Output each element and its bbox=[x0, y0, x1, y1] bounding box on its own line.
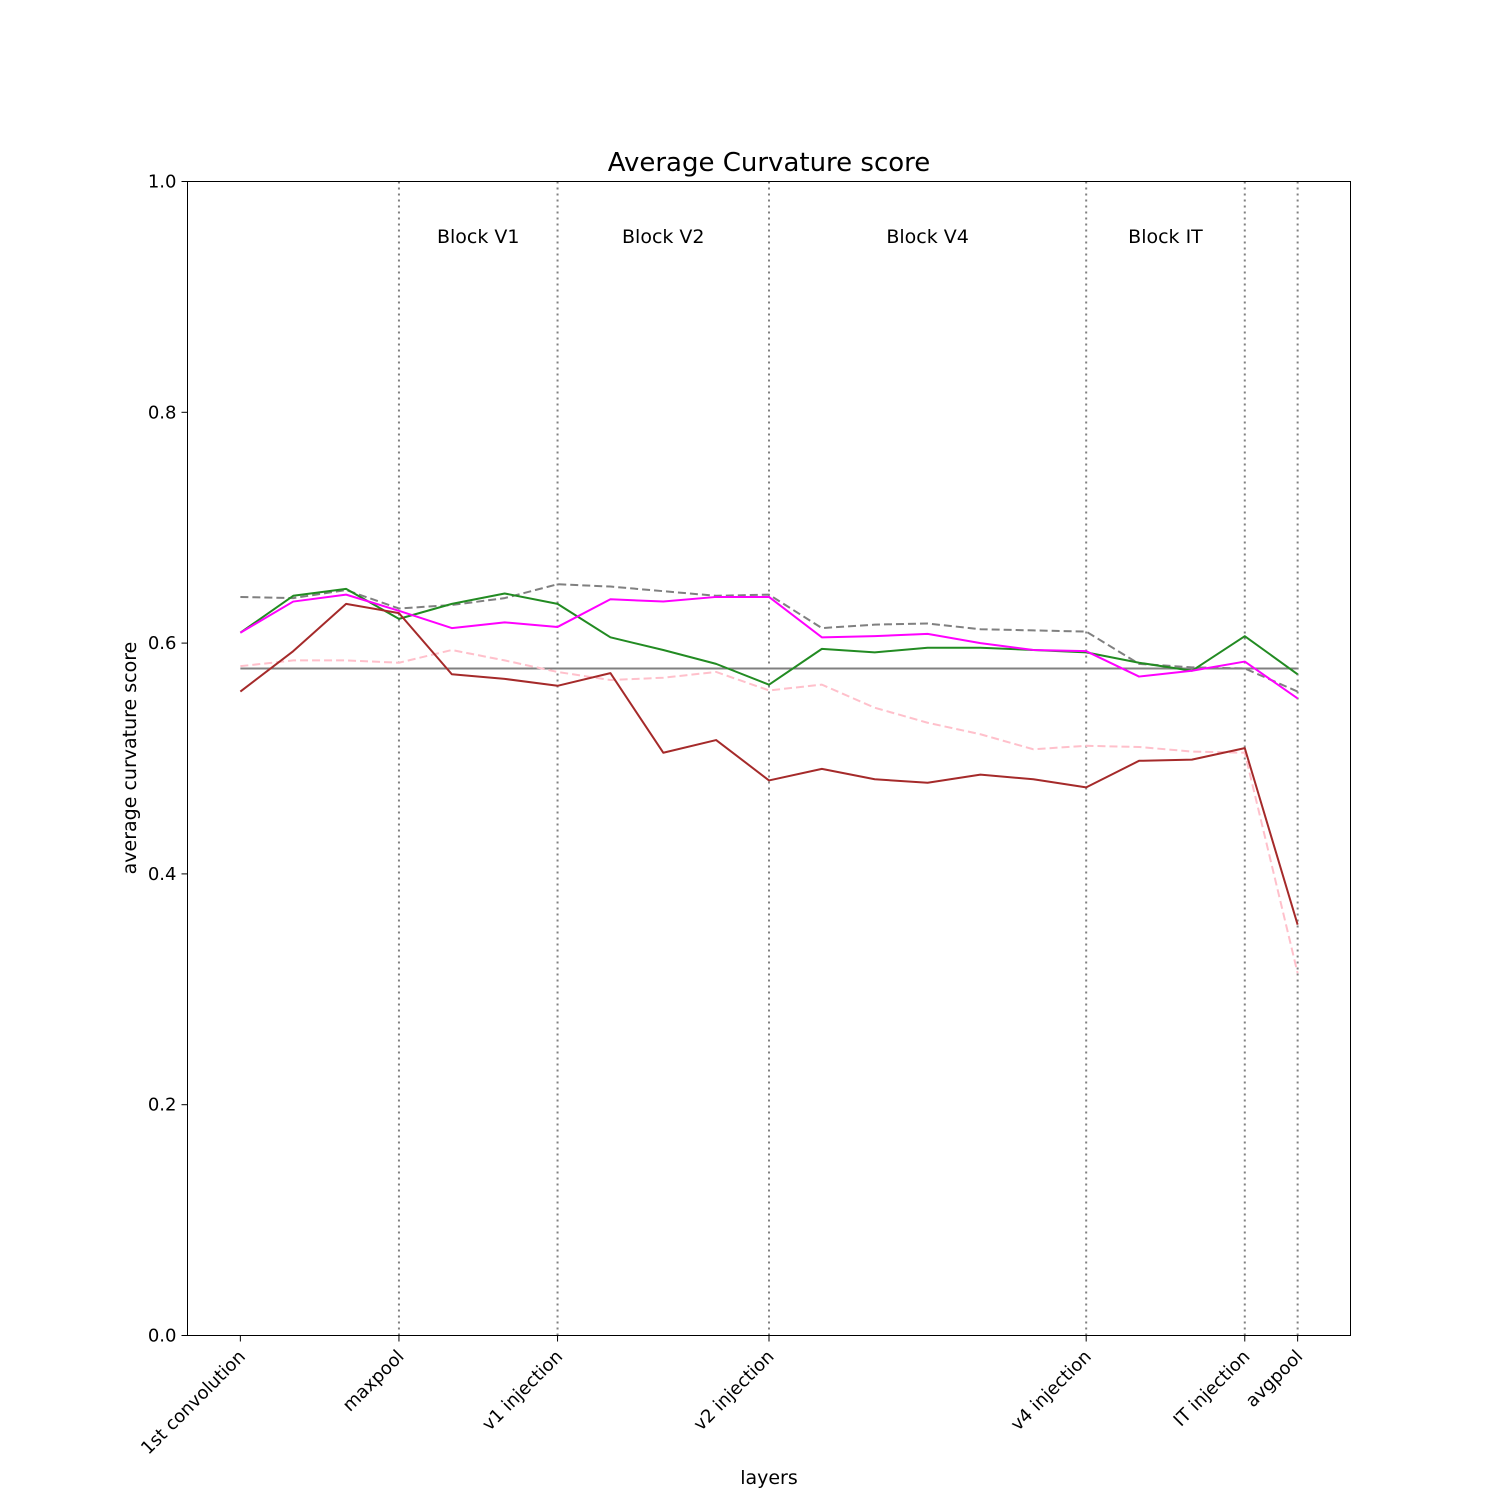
x-tick-label-1: maxpool bbox=[339, 1346, 409, 1416]
x-tick-label-3: v2 injection bbox=[690, 1346, 779, 1435]
x-tick-label-4: v4 injection bbox=[1007, 1346, 1096, 1435]
x-axis: 1st convolution maxpool v1 injection v2 inj… bbox=[137, 1335, 1307, 1459]
y-tick-label-4: 0.8 bbox=[148, 402, 177, 423]
y-tick-label-0: 0.0 bbox=[148, 1326, 177, 1347]
series-line-4 bbox=[239, 602, 1299, 925]
block-label-0: Block V1 bbox=[437, 226, 520, 248]
block-label-1: Block V2 bbox=[622, 226, 705, 248]
chart-title: Average Curvature score bbox=[608, 148, 931, 178]
x-tick-label-0: 1st convolution bbox=[137, 1346, 250, 1459]
y-tick-label-3: 0.6 bbox=[148, 633, 177, 654]
y-tick-label-2: 0.4 bbox=[148, 864, 177, 885]
series-line-0 bbox=[240, 583, 1299, 693]
block-label-2: Block V4 bbox=[886, 226, 969, 248]
x-tick-label-2: v1 injection bbox=[478, 1346, 567, 1435]
x-axis-label: layers bbox=[740, 1467, 798, 1489]
series-lines bbox=[239, 583, 1299, 974]
y-tick-label-1: 0.2 bbox=[148, 1095, 177, 1116]
series-line-2 bbox=[239, 593, 1299, 700]
x-tick-label-6: avgpool bbox=[1242, 1346, 1307, 1411]
x-tick-label-5: IT injection bbox=[1170, 1346, 1255, 1431]
block-labels: Block V1 Block V2 Block V4 Block IT bbox=[437, 226, 1203, 248]
y-axis-label: average curvature score bbox=[119, 642, 141, 875]
block-divider-lines bbox=[397, 181, 1299, 1336]
series-line-1 bbox=[239, 587, 1299, 686]
y-axis: 0.0 0.2 0.4 0.6 0.8 1.0 bbox=[148, 172, 188, 1347]
block-label-3: Block IT bbox=[1128, 226, 1203, 248]
y-tick-label-5: 1.0 bbox=[148, 172, 177, 193]
